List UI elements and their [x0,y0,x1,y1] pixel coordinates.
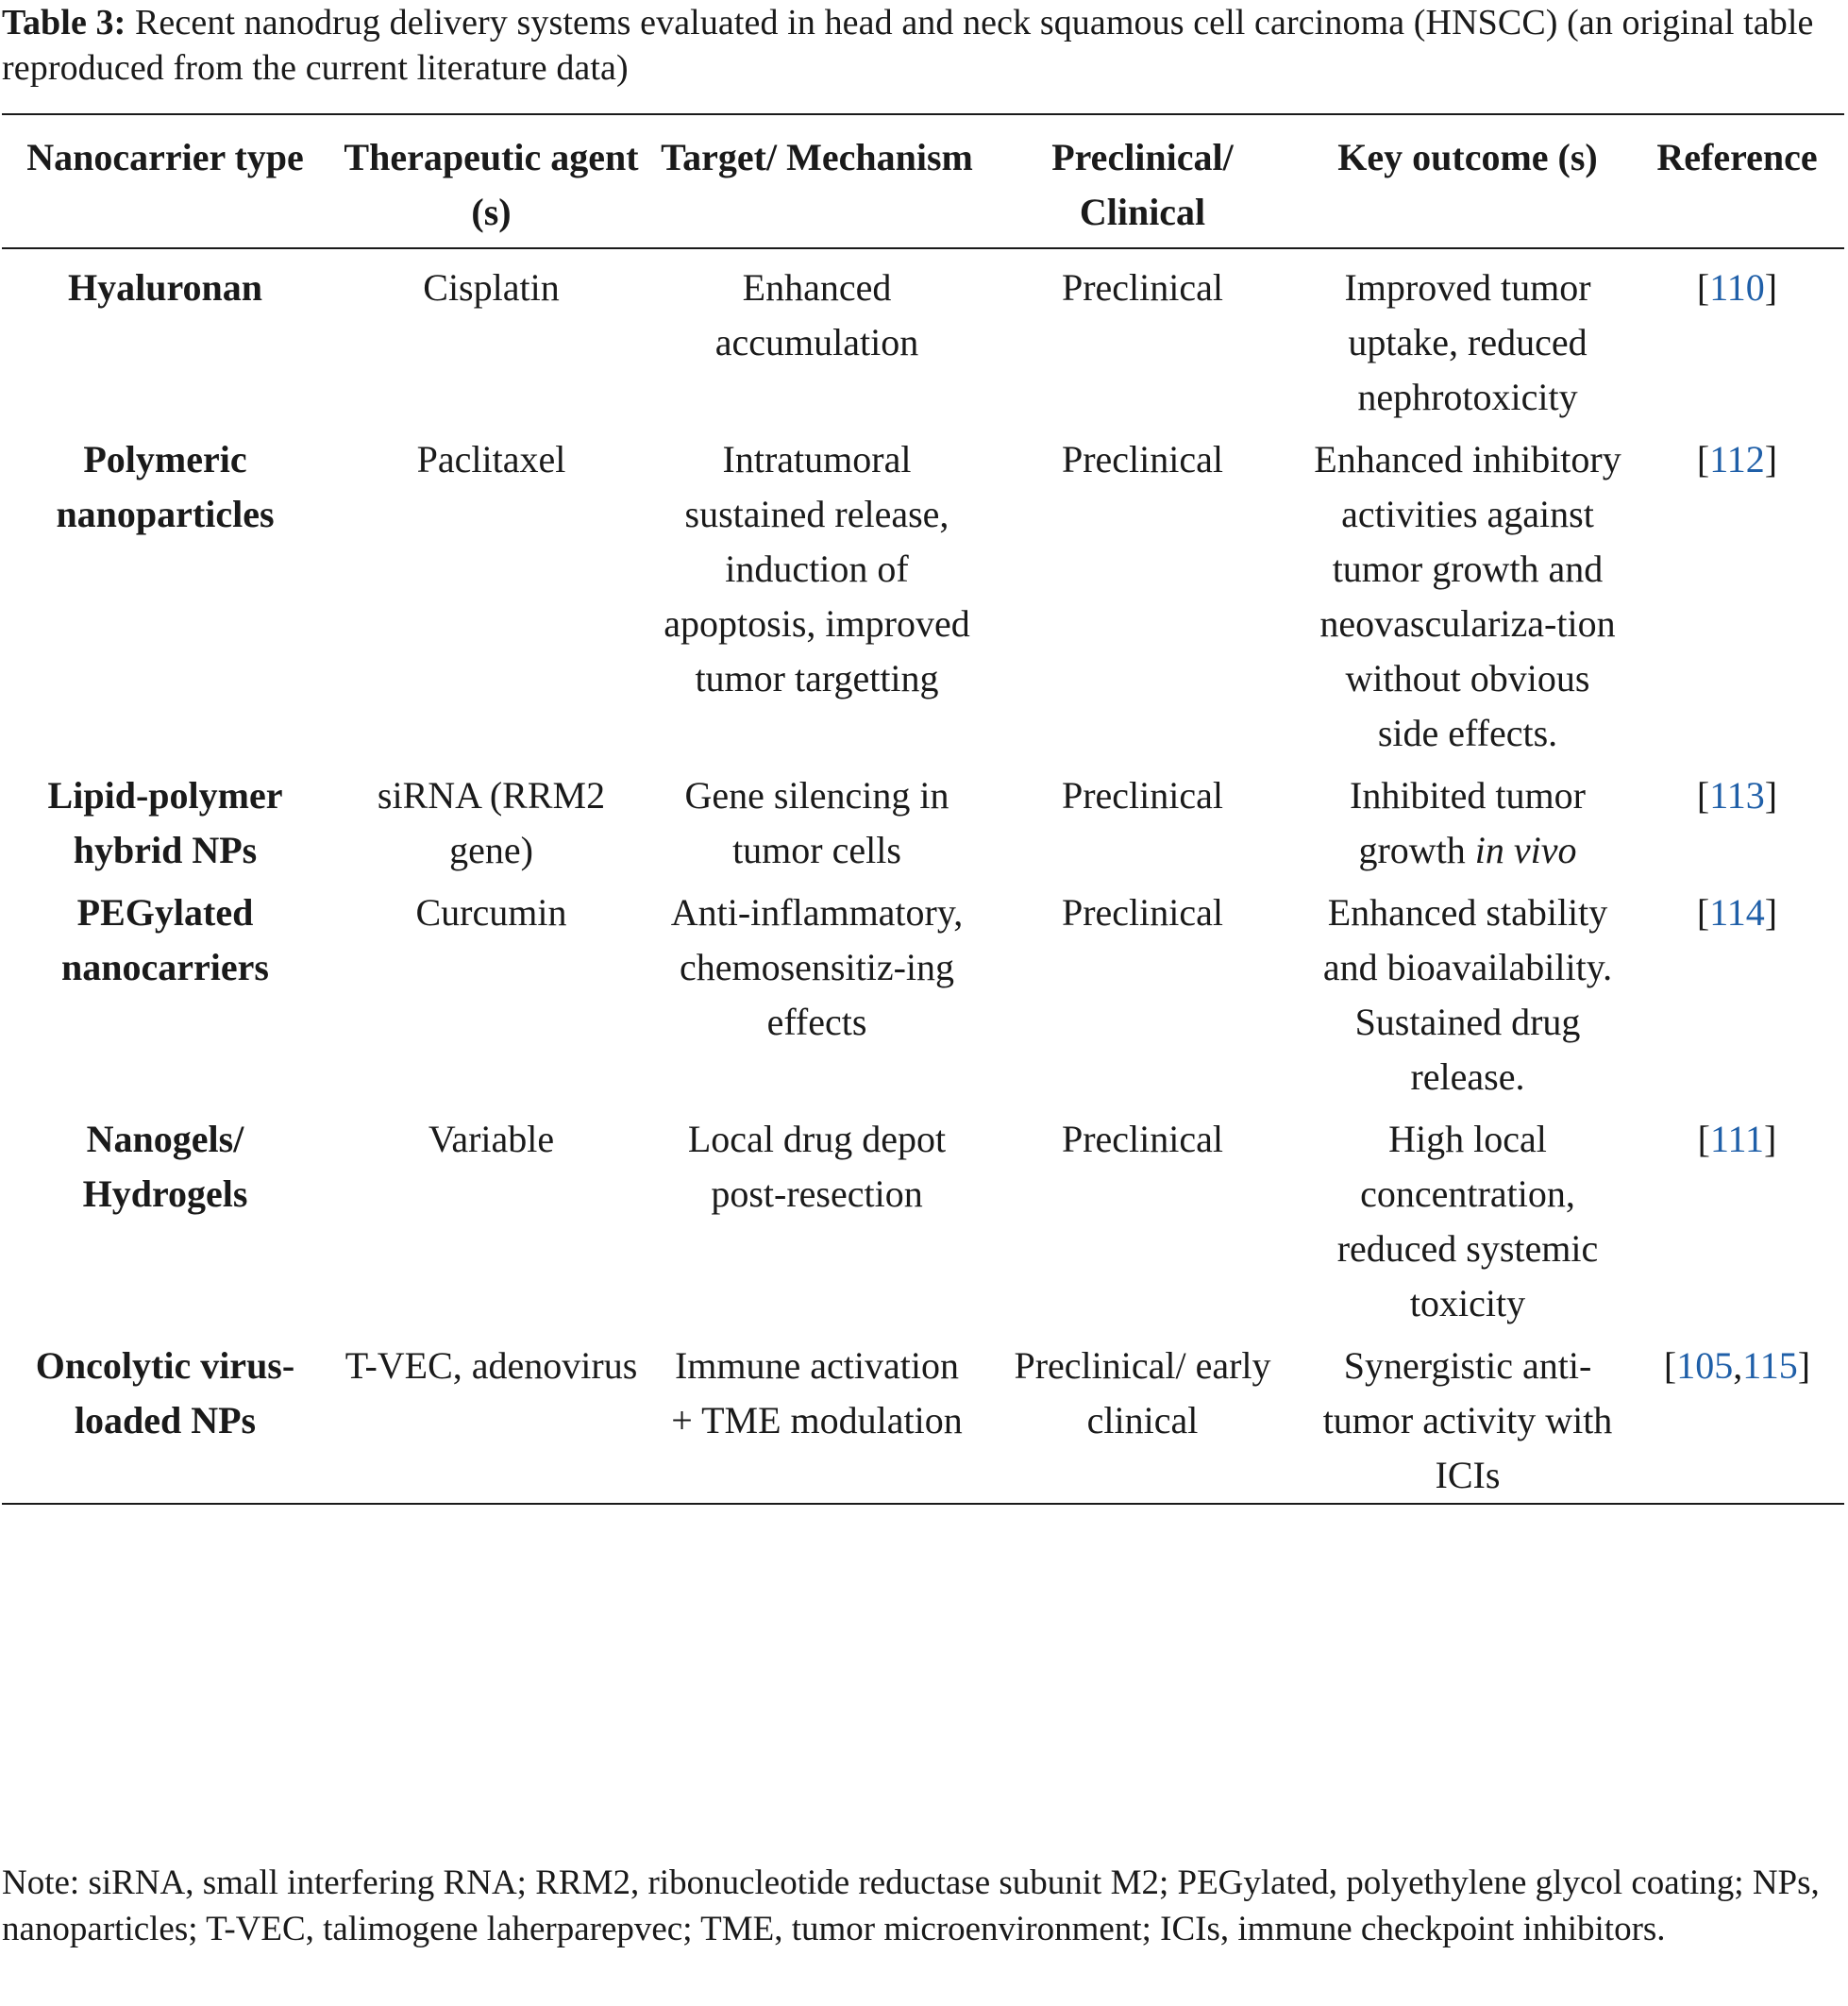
cell-key-outcome: Enhanced inhibitory activities against t… [1314,438,1621,754]
ref-bracket-open: [ [1696,438,1710,480]
cell-therapeutic-agent: Paclitaxel [416,438,566,480]
cell-nanocarrier-type: Oncolytic virus-loaded NPs [35,1344,295,1441]
table-row: Lipid-polymer hybrid NPs siRNA (RRM2 gen… [2,761,1844,878]
reference-link[interactable]: 105 [1676,1344,1734,1387]
cell-reference: [110] [1630,248,1844,425]
ref-bracket-close: ] [1764,266,1778,309]
ref-bracket-close: ] [1764,1118,1777,1160]
ref-bracket-close: ] [1764,438,1778,480]
table-row: Oncolytic virus-loaded NPs T-VEC, adenov… [2,1331,1844,1504]
cell-mechanism: Intratumoral sustained release, inductio… [664,438,970,700]
nanodrug-table: Nanocarrier type Therapeutic agent (s) T… [2,113,1844,1505]
cell-stage: Preclinical/ early clinical [1014,1344,1271,1441]
ref-bracket-open: [ [1696,266,1710,309]
reference-link[interactable]: 115 [1742,1344,1798,1387]
cell-therapeutic-agent: Variable [428,1118,555,1160]
header-preclinical-clinical: Preclinical/ Clinical [1051,136,1234,233]
cell-nanocarrier-type: Nanogels/ Hydrogels [82,1118,248,1215]
header-key-outcome: Key outcome (s) [1337,136,1598,178]
cell-therapeutic-agent: Cisplatin [423,266,560,309]
reference-link[interactable]: 111 [1709,1118,1765,1160]
cell-key-outcome: Synergistic anti-tumor activity with ICI… [1322,1344,1613,1496]
table-caption-text: Recent nanodrug delivery systems evaluat… [2,3,1814,88]
outcome-italic-text: in vivo [1474,829,1577,871]
table-row: Polymeric nanoparticles Paclitaxel Intra… [2,425,1844,761]
cell-therapeutic-agent: Curcumin [415,891,567,934]
cell-stage: Preclinical [1061,266,1224,309]
cell-mechanism: Anti-inflammatory, chemosensitiz-ing eff… [670,891,964,1043]
table-footnote: Note: siRNA, small interfering RNA; RRM2… [2,1863,1820,1948]
table-header-row: Nanocarrier type Therapeutic agent (s) T… [2,114,1844,248]
ref-bracket-close: ] [1764,891,1778,934]
table-label: Table 3: [2,3,126,42]
cell-nanocarrier-type: PEGylated nanocarriers [61,891,269,988]
reference-link[interactable]: 110 [1709,266,1765,309]
reference-link[interactable]: 113 [1709,774,1765,817]
ref-bracket-close: ] [1764,774,1778,817]
cell-key-outcome: Improved tumor uptake, reduced nephrotox… [1344,266,1591,418]
ref-bracket-open: [ [1696,774,1710,817]
table-row: PEGylated nanocarriers Curcumin Anti-inf… [2,878,1844,1104]
cell-reference: [112] [1630,425,1844,761]
ref-separator: , [1733,1344,1743,1387]
cell-nanocarrier-type: Hyaluronan [68,266,262,309]
cell-stage: Preclinical [1061,438,1224,480]
cell-therapeutic-agent: T-VEC, adenovirus [344,1344,638,1387]
header-therapeutic-agent: Therapeutic agent (s) [344,136,639,233]
header-nanocarrier-type: Nanocarrier type [26,136,304,178]
cell-key-outcome: Inhibited tumor growth in vivo [1305,761,1630,878]
cell-stage: Preclinical [1061,1118,1224,1160]
header-target-mechanism: Target/ Mechanism [661,136,973,178]
cell-therapeutic-agent: siRNA (RRM2 gene) [377,774,606,871]
table-caption: Table 3: Recent nanodrug delivery system… [2,0,1846,91]
cell-nanocarrier-type: Polymeric nanoparticles [56,438,275,535]
cell-reference: [113] [1630,761,1844,878]
table-row: Hyaluronan Cisplatin Enhanced accumulati… [2,248,1844,425]
cell-mechanism: Gene silencing in tumor cells [684,774,949,871]
cell-stage: Preclinical [1061,891,1224,934]
table-row: Nanogels/ Hydrogels Variable Local drug … [2,1104,1844,1331]
reference-link[interactable]: 112 [1709,438,1765,480]
cell-key-outcome: High local concentration, reduced system… [1336,1118,1599,1324]
cell-stage: Preclinical [1061,774,1224,817]
header-reference: Reference [1656,136,1818,178]
cell-mechanism: Local drug depot post-resection [687,1118,947,1215]
outcome-text: Inhibited tumor growth [1350,774,1586,871]
cell-key-outcome: Enhanced stability and bioavailability. … [1322,891,1613,1098]
ref-bracket-open: [ [1697,1118,1710,1160]
cell-reference: [114] [1630,878,1844,1104]
reference-link[interactable]: 114 [1709,891,1765,934]
ref-bracket-open: [ [1696,891,1710,934]
cell-mechanism: Enhanced accumulation [714,266,919,363]
ref-bracket-open: [ [1663,1344,1677,1387]
cell-reference: [111] [1630,1104,1844,1331]
cell-nanocarrier-type: Lipid-polymer hybrid NPs [47,774,283,871]
ref-bracket-close: ] [1797,1344,1811,1387]
cell-mechanism: Immune activation + TME modulation [671,1344,963,1441]
cell-reference: [105,115] [1630,1331,1844,1504]
